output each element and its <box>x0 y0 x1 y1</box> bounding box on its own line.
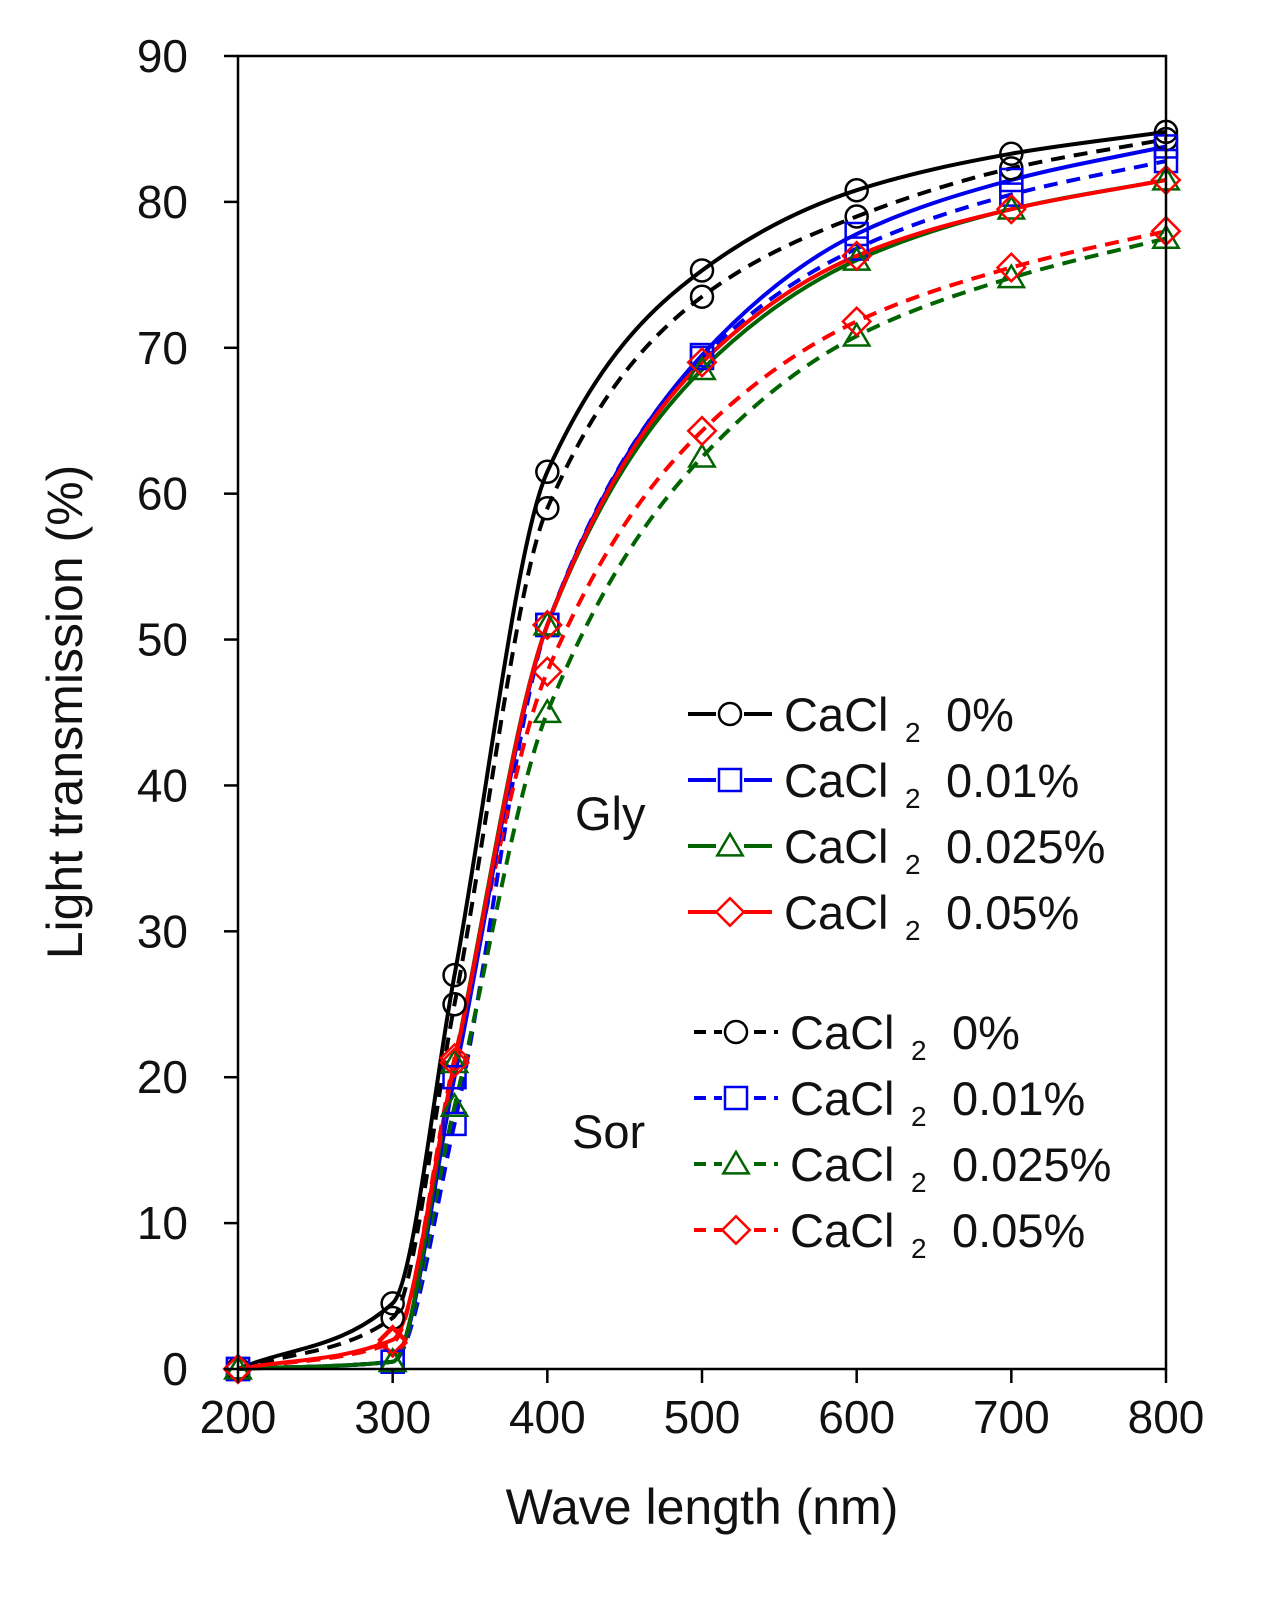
legend-concentration: 0% <box>952 1006 1020 1059</box>
data-point <box>442 992 467 1017</box>
axes-layer: 200 300 400 500 600 700 800 0 10 20 30 40 50 60 70 80 90 <box>137 30 1205 1443</box>
x-tick-label: 800 <box>1128 1391 1205 1443</box>
legend-marker-bg <box>722 1216 750 1244</box>
data-point <box>844 177 869 203</box>
y-tick-label: 10 <box>137 1197 188 1249</box>
legend-marker <box>714 896 746 928</box>
legend-marker <box>720 1214 752 1246</box>
data-point <box>442 1064 467 1090</box>
y-tick-label: 30 <box>137 905 188 957</box>
legend-marker <box>723 1085 749 1111</box>
data-point <box>995 252 1027 284</box>
data-point <box>380 1291 405 1316</box>
x-axis-label: Wave length (nm) <box>506 1479 899 1535</box>
legend-concentration: 0.01% <box>946 754 1079 807</box>
data-point <box>995 193 1027 225</box>
y-tick-label: 80 <box>137 176 188 228</box>
data-point <box>442 962 467 988</box>
data-point <box>999 182 1024 207</box>
legend-marker <box>717 701 743 727</box>
series-line <box>237 178 1167 1371</box>
legend-label: CaCl <box>790 1204 894 1257</box>
data-point <box>841 321 872 347</box>
legend-subscript: 2 <box>911 1233 927 1264</box>
data-point <box>844 221 869 247</box>
data-point <box>844 204 869 229</box>
data-point <box>689 258 715 283</box>
data-point <box>686 415 718 447</box>
data-point <box>532 697 563 724</box>
legend-concentration: 0.025% <box>946 820 1105 873</box>
x-tick-label: 600 <box>818 1391 895 1443</box>
legend-concentration: 0.05% <box>952 1204 1085 1257</box>
legend-label: CaCl <box>784 754 888 807</box>
legend-subscript: 2 <box>905 849 921 880</box>
data-point <box>535 459 560 485</box>
data-point <box>689 284 715 309</box>
x-tick-label: 400 <box>509 1391 586 1443</box>
y-tick-label: 70 <box>137 322 188 374</box>
legend-marker <box>721 1149 751 1175</box>
legend-marker-bg <box>722 1018 750 1046</box>
legend-marker-bg <box>722 1084 750 1112</box>
x-tick-label: 200 <box>200 1391 277 1443</box>
legend-concentration: 0% <box>946 688 1014 741</box>
data-point <box>439 1091 470 1117</box>
data-point <box>841 240 873 272</box>
legend-marker-bg <box>716 700 744 728</box>
legend-marker-bg <box>716 766 744 794</box>
data-point <box>689 342 715 368</box>
x-tick-label: 500 <box>664 1391 741 1443</box>
x-tick-label: 300 <box>354 1391 431 1443</box>
legend-marker <box>717 767 743 793</box>
legend-label: CaCl <box>790 1006 894 1059</box>
data-point <box>996 194 1027 220</box>
legend-label: CaCl <box>784 820 888 873</box>
legend-label: CaCl <box>790 1072 894 1125</box>
legend-concentration: 0.01% <box>952 1072 1085 1125</box>
data-point <box>841 306 873 338</box>
data-point <box>439 1048 470 1074</box>
legend-marker <box>715 831 745 857</box>
data-point <box>999 167 1024 193</box>
data-point <box>531 656 563 688</box>
legend-subscript: 2 <box>911 1101 927 1132</box>
y-tick-label: 50 <box>137 614 188 666</box>
data-point <box>844 236 869 261</box>
legend-subscript: 2 <box>905 783 921 814</box>
data-point <box>535 496 560 521</box>
legend-subscript: 2 <box>911 1035 927 1066</box>
data-point <box>377 1327 409 1359</box>
y-tick-label: 20 <box>137 1051 188 1103</box>
legend-marker <box>723 1019 749 1045</box>
legend-label: CaCl <box>790 1138 894 1191</box>
x-tick-label: 700 <box>973 1391 1050 1443</box>
legend: Gly CaCl 2 0% CaCl 2 0.01% CaCl 2 0.025% CaCl 2 0.05… <box>572 688 1111 1264</box>
y-tick-label: 60 <box>137 468 188 520</box>
legend-marker-bg <box>716 898 744 926</box>
data-point <box>532 610 563 636</box>
legend-group-label: Sor <box>572 1105 645 1158</box>
y-tick-label: 0 <box>162 1343 188 1395</box>
legend-group-label: Gly <box>575 787 646 840</box>
data-point <box>686 346 718 378</box>
legend-concentration: 0.05% <box>946 886 1079 939</box>
data-point <box>531 609 563 641</box>
legend-subscript: 2 <box>905 717 921 748</box>
legend-subscript: 2 <box>911 1167 927 1198</box>
data-point <box>999 141 1024 166</box>
data-point <box>442 1111 467 1137</box>
legend-subscript: 2 <box>905 915 921 946</box>
y-axis-label: Light transmission (%) <box>37 465 93 960</box>
legend-label: CaCl <box>784 886 888 939</box>
legend-label: CaCl <box>784 688 888 741</box>
y-tick-label: 90 <box>137 30 188 82</box>
data-point <box>439 1047 471 1079</box>
data-point <box>377 1324 409 1356</box>
data-point <box>687 442 717 468</box>
legend-concentration: 0.025% <box>952 1138 1111 1191</box>
y-tick-label: 40 <box>137 759 188 811</box>
